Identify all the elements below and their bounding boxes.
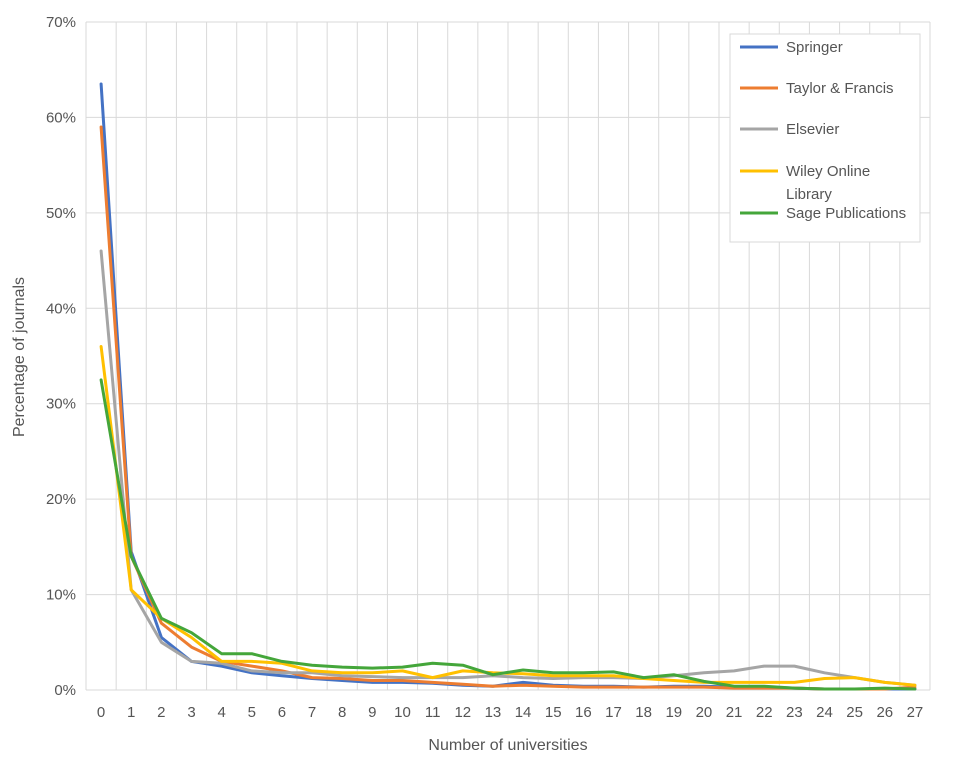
x-tick-label: 5 <box>248 704 256 721</box>
x-tick-label: 3 <box>187 704 195 721</box>
legend-label-elsevier: Elsevier <box>786 121 839 138</box>
x-tick-label: 27 <box>907 704 924 721</box>
y-tick-label: 0% <box>54 682 76 699</box>
x-tick-label: 1 <box>127 704 135 721</box>
x-tick-label: 14 <box>515 704 532 721</box>
x-tick-label: 7 <box>308 704 316 721</box>
x-tick-label: 16 <box>575 704 592 721</box>
legend-label-wiley-online-library: Wiley Online Library <box>786 163 870 203</box>
series-line-elsevier <box>99 249 917 687</box>
x-tick-label: 24 <box>816 704 833 721</box>
x-tick-label: 18 <box>635 704 652 721</box>
x-tick-label: 20 <box>696 704 713 721</box>
y-tick-label: 50% <box>46 205 76 222</box>
legend: Springer Taylor & Francis Elsevier Wiley On… <box>729 33 921 243</box>
y-tick-label: 30% <box>46 396 76 413</box>
x-tick-label: 23 <box>786 704 803 721</box>
x-tick-label: 19 <box>665 704 682 721</box>
legend-label-springer: Springer <box>786 39 843 56</box>
y-tick-label: 60% <box>46 109 76 126</box>
x-tick-label: 12 <box>454 704 471 721</box>
legend-box <box>729 33 921 243</box>
x-tick-label: 17 <box>605 704 622 721</box>
x-tick-label: 11 <box>425 704 441 721</box>
y-tick-label: 70% <box>46 14 76 31</box>
x-tick-label: 25 <box>846 704 863 721</box>
legend-label-taylor-francis: Taylor & Francis <box>786 80 894 97</box>
series-lines <box>99 82 917 691</box>
x-tick-label: 2 <box>157 704 165 721</box>
y-tick-label: 40% <box>46 300 76 317</box>
x-tick-label: 9 <box>368 704 376 721</box>
y-tick-label: 20% <box>46 491 76 508</box>
y-axis-title: Percentage of journals <box>11 277 28 437</box>
x-tick-label: 6 <box>278 704 286 721</box>
x-tick-label: 8 <box>338 704 346 721</box>
x-tick-label: 21 <box>726 704 743 721</box>
x-axis-title: Number of universities <box>428 737 587 754</box>
x-tick-label: 13 <box>485 704 502 721</box>
x-axis: 0 1 2 3 4 5 6 7 8 9 10 11 12 13 14 15 16 17 18 19 20 21 22 23 24… <box>97 704 923 721</box>
x-tick-label: 26 <box>876 704 893 721</box>
grid <box>85 21 931 691</box>
y-tick-label: 10% <box>46 587 76 604</box>
x-tick-label: 0 <box>97 704 105 721</box>
y-axis: 0% 10% 20% 30% 40% 50% 60% 70% <box>46 14 76 699</box>
legend-label-sage-publications: Sage Publications <box>786 205 906 222</box>
x-tick-label: 22 <box>756 704 773 721</box>
series-line-sage-publications <box>99 378 917 691</box>
x-tick-label: 15 <box>545 704 562 721</box>
x-tick-label: 10 <box>394 704 411 721</box>
x-tick-label: 4 <box>217 704 225 721</box>
